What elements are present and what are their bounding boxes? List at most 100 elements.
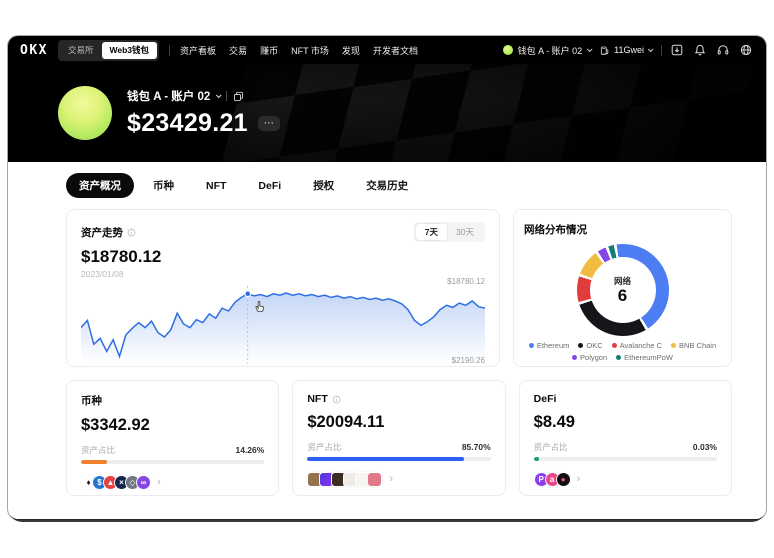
- wallet-name: 钱包 A - 账户 02: [127, 91, 211, 103]
- chevron-right-icon[interactable]: ›: [157, 476, 161, 488]
- total-balance: $23429.21: [127, 109, 248, 137]
- nav-divider: [169, 44, 171, 56]
- range-toggle: 7天 30天: [413, 222, 485, 242]
- gas-pump-icon: [601, 46, 609, 55]
- menu-nft-market[interactable]: NFT 市场: [291, 45, 329, 56]
- chevron-down-icon: [647, 46, 654, 53]
- defi-value: $8.49: [533, 413, 575, 431]
- coins-progress-track: [81, 460, 265, 464]
- coins-value: $3342.92: [81, 416, 150, 434]
- menu-earn[interactable]: 赚币: [260, 45, 279, 56]
- nft-card-title: NFT: [307, 393, 328, 405]
- toggle-exchange[interactable]: 交易所: [67, 45, 94, 55]
- info-icon: [332, 395, 341, 403]
- nft-progress-fill: [307, 457, 465, 461]
- legend-label: Ethereum: [536, 341, 570, 350]
- nft-icons-row: ›: [307, 472, 490, 487]
- hero-fade-overlay: [8, 64, 766, 162]
- section-tabs: 资产概况 币种 NFT DeFi 授权 交易历史: [8, 162, 766, 207]
- chevron-right-icon[interactable]: ›: [576, 473, 581, 485]
- tab-approvals[interactable]: 授权: [313, 180, 335, 192]
- legend-dot: [572, 355, 578, 360]
- wallet-avatar: [58, 86, 112, 140]
- protocol-icon: ●: [555, 472, 571, 487]
- coins-summary-card: 币种 $3342.92 资产占比 14.26% ♦ $ ▲ × ◇: [66, 380, 280, 496]
- more-actions-button[interactable]: ⋯: [257, 116, 280, 131]
- nft-value: $20094.11: [307, 413, 385, 431]
- gas-label: 11Gwei: [614, 45, 644, 55]
- menu-asset-dashboard[interactable]: 资产看板: [180, 45, 217, 56]
- legend-label: Polygon: [580, 353, 608, 362]
- donut-center-value: 6: [617, 285, 628, 305]
- app-window: OKX 交易所 Web3钱包 资产看板 交易 赚币 NFT 市场 发现 开发者文…: [8, 36, 766, 519]
- menu-discover[interactable]: 发现: [341, 45, 360, 56]
- tab-history[interactable]: 交易历史: [366, 180, 409, 192]
- network-card-title: 网络分布情况: [524, 224, 587, 236]
- legend-item: BNB Chain: [671, 341, 716, 350]
- chevron-down-icon[interactable]: [216, 92, 222, 99]
- language-globe-icon[interactable]: [740, 44, 752, 56]
- range-7d-button[interactable]: 7天: [415, 224, 448, 240]
- account-label: 钱包 A - 账户 02: [517, 45, 583, 56]
- tab-defi[interactable]: DeFi: [258, 179, 282, 192]
- legend-label: Avalanche C: [619, 341, 663, 350]
- network-distribution-card: 网络分布情况 网络 6 Ethereum OKC Avalanche C BNB…: [513, 209, 732, 367]
- network-legend: Ethereum OKC Avalanche C BNB Chain Polyg…: [524, 341, 721, 362]
- coins-progress-fill: [81, 460, 108, 464]
- range-30d-button[interactable]: 30天: [456, 227, 474, 237]
- nft-thumbnail: [367, 472, 383, 487]
- support-headset-icon[interactable]: [717, 44, 729, 56]
- share-label: 资产占比: [81, 445, 116, 455]
- tab-nft[interactable]: NFT: [206, 179, 227, 192]
- token-icon-polygon: ∞: [136, 475, 151, 490]
- trend-chart-canvas[interactable]: [81, 282, 485, 364]
- defi-icons-row: P a ● ›: [533, 472, 717, 487]
- donut-center: 网络 6: [589, 257, 656, 323]
- legend-label: OKC: [586, 341, 603, 350]
- trend-date: 2023/01/08: [81, 269, 124, 279]
- menu-developer-docs[interactable]: 开发者文档: [372, 45, 418, 56]
- legend-item: EthereumPoW: [616, 353, 673, 362]
- tab-coins[interactable]: 币种: [153, 180, 174, 192]
- legend-dot: [578, 343, 584, 348]
- wallet-info: 钱包 A - 账户 02 $23429.21 ⋯: [127, 88, 280, 138]
- main-content: 资产走势 7天 30天 $18780.12 2023/01/08: [8, 207, 766, 496]
- tab-asset-overview[interactable]: 资产概况: [66, 173, 134, 198]
- defi-progress-track: [533, 457, 717, 461]
- coins-icons-row: ♦ $ ▲ × ◇ ∞ ›: [81, 475, 264, 490]
- trend-title: 资产走势: [81, 226, 123, 239]
- legend-dot: [616, 355, 622, 360]
- legend-dot: [671, 343, 677, 348]
- share-label: 资产占比: [307, 442, 342, 452]
- chart-min-label: $2190.26: [451, 356, 485, 365]
- nav-right: 钱包 A - 账户 02 11Gwei: [502, 44, 752, 57]
- copy-address-icon[interactable]: [233, 91, 244, 102]
- chevron-down-icon: [587, 46, 593, 53]
- exchange-wallet-toggle: 交易所 Web3钱包: [57, 39, 160, 61]
- legend-dot: [528, 343, 534, 348]
- gas-selector[interactable]: 11Gwei: [600, 45, 654, 56]
- asset-trend-card: 资产走势 7天 30天 $18780.12 2023/01/08: [66, 209, 500, 367]
- trend-value: $18780.12: [81, 247, 162, 266]
- legend-label: EthereumPoW: [624, 353, 673, 362]
- account-selector[interactable]: 钱包 A - 账户 02: [502, 44, 593, 57]
- notifications-bell-icon[interactable]: [694, 44, 706, 56]
- legend-item: OKC: [578, 341, 603, 350]
- download-app-icon[interactable]: [671, 44, 683, 56]
- nav-menu: 资产看板 交易 赚币 NFT 市场 发现 开发者文档: [180, 44, 418, 57]
- wallet-hero: 钱包 A - 账户 02 $23429.21 ⋯: [8, 64, 766, 162]
- info-icon: [127, 228, 136, 236]
- trend-chart[interactable]: $18780.12 $2190.26: [81, 277, 485, 365]
- chevron-right-icon[interactable]: ›: [389, 473, 393, 485]
- legend-item: Ethereum: [528, 341, 570, 350]
- toggle-web3-wallet[interactable]: Web3钱包: [101, 41, 158, 59]
- defi-progress-fill: [533, 457, 539, 461]
- chart-max-label: $18780.12: [447, 277, 485, 286]
- donut-center-label: 网络: [613, 275, 631, 286]
- menu-trade[interactable]: 交易: [229, 45, 248, 56]
- nav-icon-group: [671, 44, 752, 56]
- legend-dot: [611, 343, 617, 348]
- defi-percent: 0.03%: [692, 442, 717, 452]
- legend-label: BNB Chain: [679, 341, 717, 350]
